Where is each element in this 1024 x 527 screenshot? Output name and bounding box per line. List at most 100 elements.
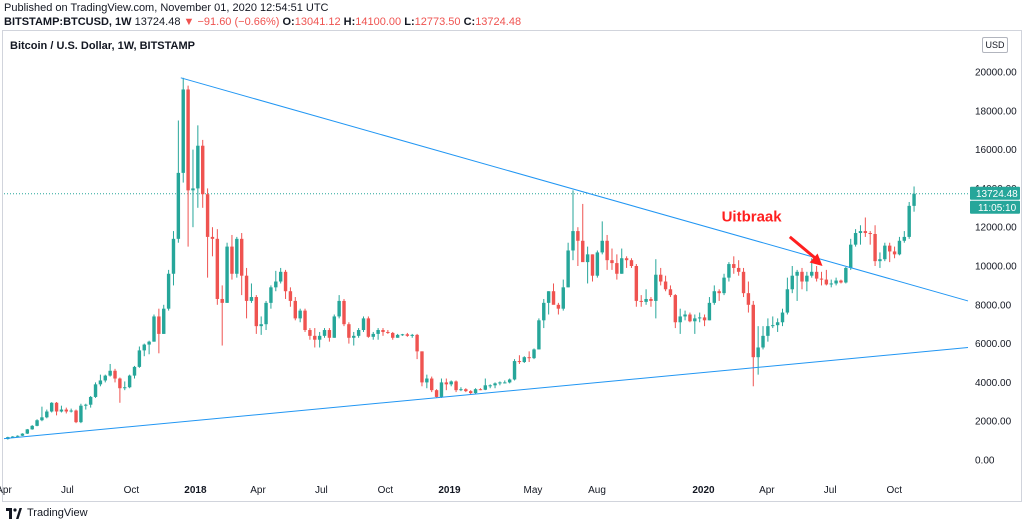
candle-body xyxy=(717,291,721,294)
candle-body xyxy=(269,287,273,303)
candle-body xyxy=(430,378,434,391)
candle-body xyxy=(40,417,44,421)
candle-body xyxy=(381,330,385,332)
close-value: 13724.48 xyxy=(475,16,522,28)
candle-body xyxy=(30,425,34,430)
candle-body xyxy=(249,297,254,301)
candle-body xyxy=(805,275,809,282)
candle-body xyxy=(693,318,697,322)
candle-body xyxy=(576,231,580,241)
candle-body xyxy=(186,89,190,191)
candle-body xyxy=(697,317,702,319)
candle-body xyxy=(395,334,400,338)
candle-body xyxy=(639,300,643,302)
candle-body xyxy=(191,188,195,191)
candle-body xyxy=(912,193,916,206)
candle-body xyxy=(332,316,336,338)
y-tick-label: 20000.00 xyxy=(975,68,1017,79)
candle-body xyxy=(327,330,332,338)
candle-body xyxy=(853,233,858,245)
low-label: L: xyxy=(404,16,415,28)
candle-body xyxy=(566,250,570,288)
candle-body xyxy=(751,304,755,358)
candle-body xyxy=(761,335,765,348)
candle-body xyxy=(532,349,536,359)
y-axis[interactable]: 0.00 2000.00 4000.00 6000.00 8000.00 10000.00… xyxy=(975,68,1017,467)
candle-body xyxy=(10,436,15,438)
candle-body xyxy=(595,252,600,276)
candle-body xyxy=(391,332,395,338)
candle-body xyxy=(790,275,794,290)
candle-body xyxy=(678,316,682,323)
candle-body xyxy=(147,341,151,345)
x-tick-label: Apr xyxy=(0,485,12,496)
candle-body xyxy=(897,240,902,255)
y-tick-label: 10000.00 xyxy=(975,262,1017,273)
candle-body xyxy=(157,316,161,334)
last-price: 13724.48 xyxy=(134,16,181,28)
candle-body xyxy=(317,335,322,340)
candle-body xyxy=(20,433,25,436)
candle-body xyxy=(278,271,283,282)
footer[interactable]: TradingView xyxy=(6,507,88,519)
candle-body xyxy=(176,172,181,239)
x-tick-label: Oct xyxy=(886,485,902,496)
candle-body xyxy=(522,357,526,363)
candle-body xyxy=(225,246,229,303)
candle-body xyxy=(585,254,590,263)
candle-body xyxy=(800,271,804,282)
candle-body xyxy=(868,233,872,235)
candle-body xyxy=(59,409,64,412)
candle-body xyxy=(493,383,497,386)
y-tick-label: 12000.00 xyxy=(975,223,1017,234)
lower-trendline[interactable] xyxy=(3,346,969,440)
candle-body xyxy=(210,236,215,239)
candle-body xyxy=(780,312,785,323)
candle-body xyxy=(649,298,653,301)
upper-trendline[interactable] xyxy=(180,77,969,302)
candle-body xyxy=(181,89,185,173)
candle-body xyxy=(264,302,268,325)
candle-body xyxy=(113,370,117,379)
candle-body xyxy=(746,293,751,305)
candle-body xyxy=(132,366,137,376)
candle-body xyxy=(415,334,419,352)
candle-body xyxy=(658,274,663,282)
candle-body xyxy=(878,259,882,262)
candle-body xyxy=(283,271,288,292)
candle-body xyxy=(420,351,424,383)
candle-body xyxy=(615,263,619,274)
candle-body xyxy=(425,378,429,383)
x-axis[interactable]: Apr Jul Oct 2018 Apr Jul Oct 2019 May Aug 2020 Apr J… xyxy=(0,485,902,496)
annotation[interactable]: Uitbraak xyxy=(722,208,823,266)
x-tick-label: 2019 xyxy=(438,485,461,496)
candle-body xyxy=(235,238,239,274)
candle-body xyxy=(551,291,556,305)
x-tick-label: 2018 xyxy=(184,485,207,496)
candle-body xyxy=(459,389,463,391)
candle-body xyxy=(79,405,83,423)
candle-body xyxy=(844,267,848,283)
x-tick-label: Jul xyxy=(824,485,837,496)
low-value: 12773.50 xyxy=(414,16,461,28)
chart-frame xyxy=(2,30,1022,502)
candle-body xyxy=(84,404,88,406)
trendlines[interactable] xyxy=(3,77,969,440)
y-tick-label: 16000.00 xyxy=(975,145,1017,156)
candle-body xyxy=(732,264,736,268)
candle-body xyxy=(712,291,717,303)
candle-body xyxy=(220,298,224,303)
candle-body xyxy=(308,330,312,336)
candle-body xyxy=(464,389,468,392)
footer-brand: TradingView xyxy=(27,507,88,519)
candle-body xyxy=(590,254,595,276)
candle-body xyxy=(118,378,122,389)
candle-body xyxy=(88,396,93,405)
currency-button[interactable]: USD xyxy=(982,37,1008,53)
x-tick-label: Apr xyxy=(759,485,775,496)
x-tick-label: Aug xyxy=(588,485,606,496)
candle-body xyxy=(741,271,746,294)
candle-body xyxy=(892,251,897,255)
candle-body xyxy=(366,318,371,337)
